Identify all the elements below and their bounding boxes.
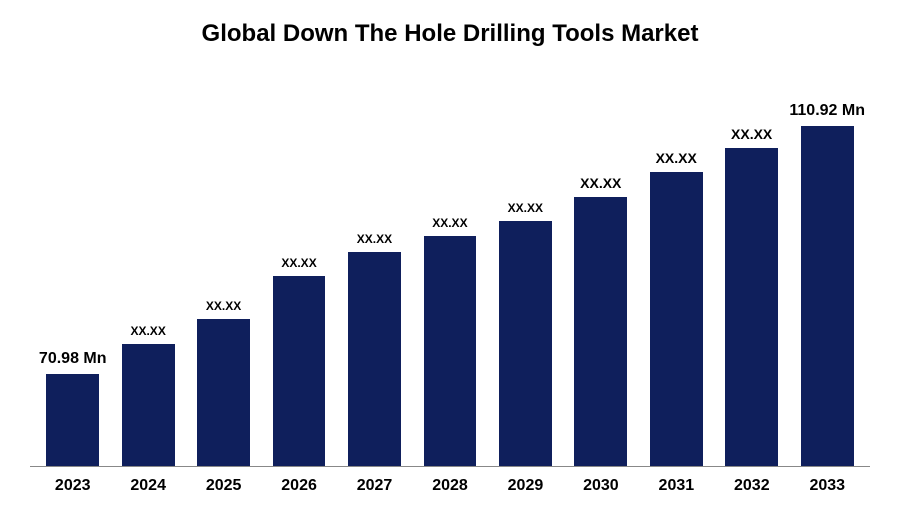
bar-value-label: XX.XX <box>731 126 772 142</box>
bar-group: XX.XX <box>639 68 714 466</box>
bar <box>197 319 250 466</box>
bar-group: XX.XX <box>412 68 487 466</box>
bar-value-label: XX.XX <box>357 232 392 246</box>
x-axis-tick: 2026 <box>261 477 336 495</box>
bar-group: XX.XX <box>714 68 789 466</box>
bar-group: XX.XX <box>337 68 412 466</box>
bar-value-label: XX.XX <box>206 299 241 313</box>
bar <box>122 344 175 466</box>
bar-value-label: XX.XX <box>656 150 697 166</box>
bar <box>46 374 99 466</box>
x-axis-tick: 2024 <box>110 477 185 495</box>
bar <box>574 197 627 466</box>
bar <box>725 148 778 466</box>
plot-area: 70.98 Mn XX.XX XX.XX XX.XX XX.XX XX.XX XX.XX XX… <box>30 68 870 467</box>
x-axis-tick: 2025 <box>186 477 261 495</box>
bar <box>801 126 854 466</box>
x-axis: 2023202420252026202720282029203020312032… <box>30 477 870 495</box>
bar-value-label: XX.XX <box>432 216 467 230</box>
bar-value-label: XX.XX <box>580 175 621 191</box>
bar-group: 70.98 Mn <box>35 68 110 466</box>
bar-group: XX.XX <box>110 68 185 466</box>
bar <box>650 172 703 466</box>
bar-group: XX.XX <box>563 68 638 466</box>
bar <box>348 252 401 466</box>
x-axis-tick: 2032 <box>714 477 789 495</box>
bar-value-label: XX.XX <box>130 324 165 338</box>
bar-value-label: XX.XX <box>508 201 543 215</box>
bar-group: 110.92 Mn <box>789 68 865 466</box>
x-axis-tick: 2031 <box>639 477 714 495</box>
bar <box>273 276 326 466</box>
chart-container: Global Down The Hole Drilling Tools Mark… <box>0 0 900 525</box>
bar-value-label: 70.98 Mn <box>39 350 107 368</box>
chart-title: Global Down The Hole Drilling Tools Mark… <box>30 20 870 48</box>
bar-value-label: 110.92 Mn <box>789 102 865 120</box>
bar <box>499 221 552 466</box>
x-axis-tick: 2033 <box>790 477 865 495</box>
x-axis-tick: 2028 <box>412 477 487 495</box>
x-axis-tick: 2027 <box>337 477 412 495</box>
x-axis-tick: 2029 <box>488 477 563 495</box>
bar-group: XX.XX <box>186 68 261 466</box>
bar-group: XX.XX <box>261 68 336 466</box>
bar <box>424 236 477 466</box>
x-axis-tick: 2030 <box>563 477 638 495</box>
bar-group: XX.XX <box>488 68 563 466</box>
bar-value-label: XX.XX <box>281 256 316 270</box>
x-axis-tick: 2023 <box>35 477 110 495</box>
